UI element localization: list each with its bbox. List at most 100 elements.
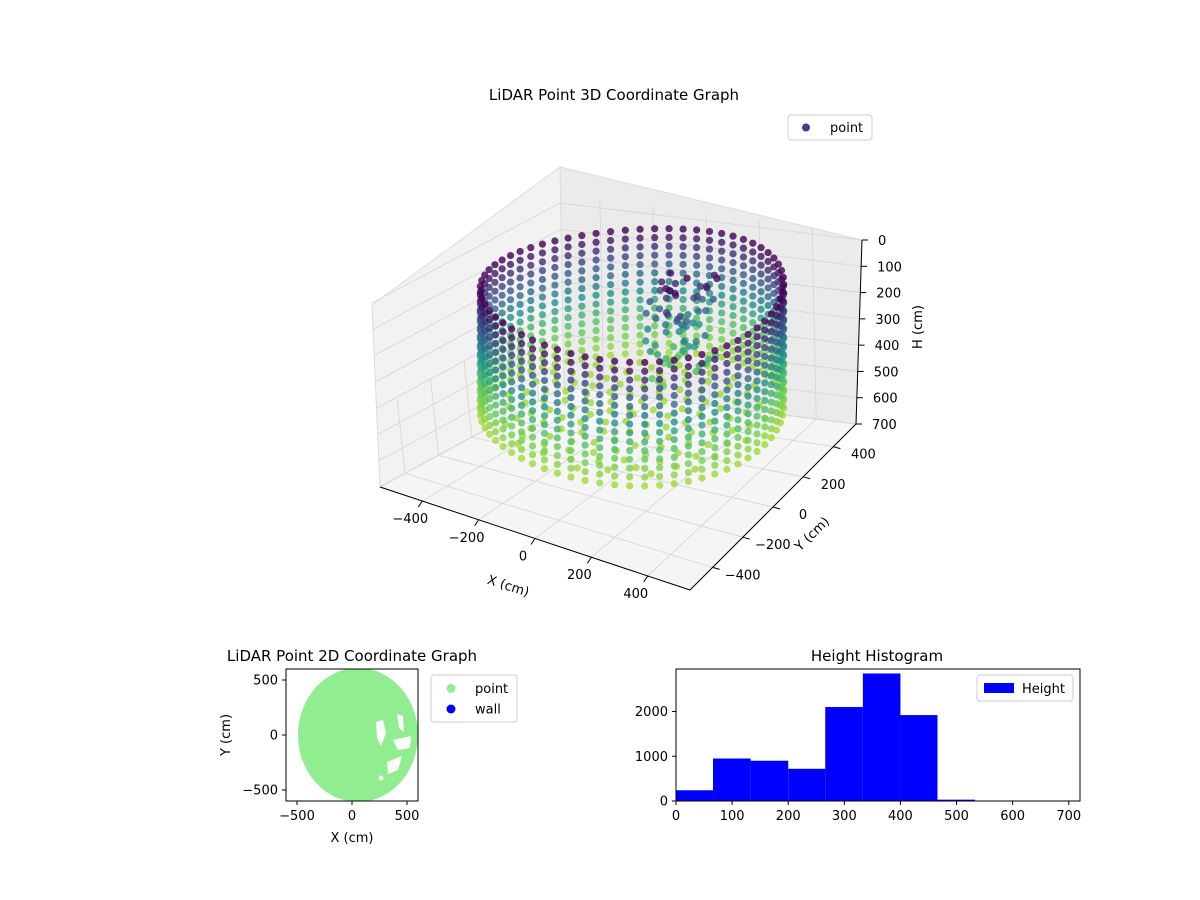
scatter3d-point — [723, 430, 731, 438]
scatter3d-point — [540, 394, 549, 402]
scatter3d-point — [540, 359, 549, 367]
scatter3d-point — [734, 354, 742, 362]
scatter3d-point — [651, 322, 659, 330]
scatter3d-point — [492, 375, 500, 383]
scatter2d-gap — [393, 736, 411, 750]
scatter3d-point — [757, 252, 765, 261]
scatter3d-point — [592, 238, 600, 246]
scatter3d-point — [527, 314, 535, 322]
scatter3d-point — [744, 348, 752, 356]
scatter3d-point — [658, 278, 666, 286]
scatter3d-grid-y — [438, 454, 743, 538]
scatter3d-point — [611, 401, 619, 409]
scatter3d-point — [641, 358, 649, 367]
scatter3d-point — [739, 306, 748, 314]
scatter3d-point — [516, 291, 524, 300]
scatter3d-point — [739, 324, 748, 332]
scatter3d-point — [757, 244, 765, 252]
scatter3d-point — [739, 297, 748, 305]
scatter3d-point — [498, 274, 506, 282]
scatter3d-point — [684, 389, 692, 397]
scatter3d-point — [486, 324, 494, 332]
scatter3d-point — [517, 366, 526, 374]
scatter3d-point — [491, 278, 499, 286]
scatter3d-point — [734, 380, 742, 389]
scatter3d-point — [729, 250, 737, 258]
scatter3d-point — [636, 243, 644, 251]
scatter3d-point — [698, 439, 706, 447]
scatter3d-point — [664, 412, 672, 420]
scatter3d-point — [499, 416, 507, 424]
scatter3d-point — [670, 409, 678, 417]
scatter3d-point — [553, 425, 561, 433]
scatter3d-point — [611, 463, 619, 471]
scatter3d-point — [567, 420, 575, 428]
scatter3d-point — [611, 366, 619, 374]
scatter3d-point — [527, 297, 535, 305]
scatter3d-point — [567, 394, 575, 402]
scatter3d-point — [693, 270, 701, 278]
scatter3d-point — [767, 433, 775, 442]
scatter3d-point — [485, 266, 493, 274]
scatter3d-point — [753, 324, 761, 332]
scatter3d-point — [723, 456, 731, 465]
scatter3d-point — [508, 422, 516, 430]
scatter3d-point — [626, 438, 634, 446]
scatter3d-point — [611, 375, 619, 383]
scatter3d-point — [767, 363, 775, 371]
scatter2d-xtick-label: 0 — [348, 809, 356, 824]
scatter3d-point — [564, 269, 572, 278]
scatter3d-point — [581, 397, 589, 405]
scatter3d-point — [486, 342, 494, 350]
scatter3d-point — [517, 384, 526, 392]
scatter3d-point — [744, 357, 752, 365]
scatter3d-point — [621, 279, 629, 287]
scatter3d-point — [564, 252, 572, 260]
scatter3d-point — [711, 444, 719, 452]
scatter3d-point — [596, 399, 604, 408]
scatter3d-point — [592, 318, 600, 326]
scatter3d-point — [779, 288, 787, 296]
scatter3d-xtick-label: −400 — [392, 512, 428, 527]
scatter3d-point — [734, 407, 742, 415]
scatter3d-point — [739, 279, 748, 288]
scatter3d-xlabel: X (cm) — [485, 573, 531, 601]
scatter3d-point — [528, 415, 537, 424]
scatter3d-point — [670, 462, 678, 470]
scatter3d-point — [695, 320, 703, 328]
scatter3d-point — [655, 305, 664, 313]
scatter3d-point — [757, 270, 765, 278]
scatter3d-ytick — [712, 566, 720, 570]
scatter3d-point — [729, 303, 737, 311]
scatter3d-point — [684, 442, 692, 450]
scatter3d-point — [734, 416, 742, 424]
scatter3d-point — [611, 481, 619, 489]
scatter3d-ztick-label: 700 — [872, 418, 897, 433]
scatter3d-xtick — [643, 575, 649, 583]
scatter2d-gap — [387, 756, 402, 774]
scatter3d-point — [553, 451, 561, 460]
scatter3d-grid-z — [378, 360, 857, 462]
scatter3d-point — [734, 442, 742, 450]
scatter3d-point — [749, 283, 757, 291]
scatter3d-points — [476, 225, 788, 490]
scatter3d-point — [626, 385, 634, 393]
scatter3d-point — [656, 384, 664, 392]
scatter3d-point — [540, 429, 549, 437]
scatter3d-point — [651, 225, 659, 233]
scatter3d-point — [581, 388, 589, 396]
scatter3d-point — [689, 319, 697, 327]
scatter3d-point — [581, 467, 589, 476]
scatter3d-point — [486, 386, 494, 394]
scatter3d-point — [644, 325, 652, 333]
scatter3d-point — [636, 331, 644, 339]
scatter3d-point — [611, 445, 619, 454]
scatter3d-point — [581, 432, 589, 440]
scatter3d-point — [621, 306, 629, 314]
scatter3d-grid-z — [371, 202, 863, 304]
scatter3d-point — [753, 403, 761, 411]
scatter3d-point — [718, 229, 726, 238]
scatter3d-point — [684, 354, 692, 362]
scatter3d-point — [587, 399, 595, 407]
scatter3d-point — [739, 315, 748, 323]
